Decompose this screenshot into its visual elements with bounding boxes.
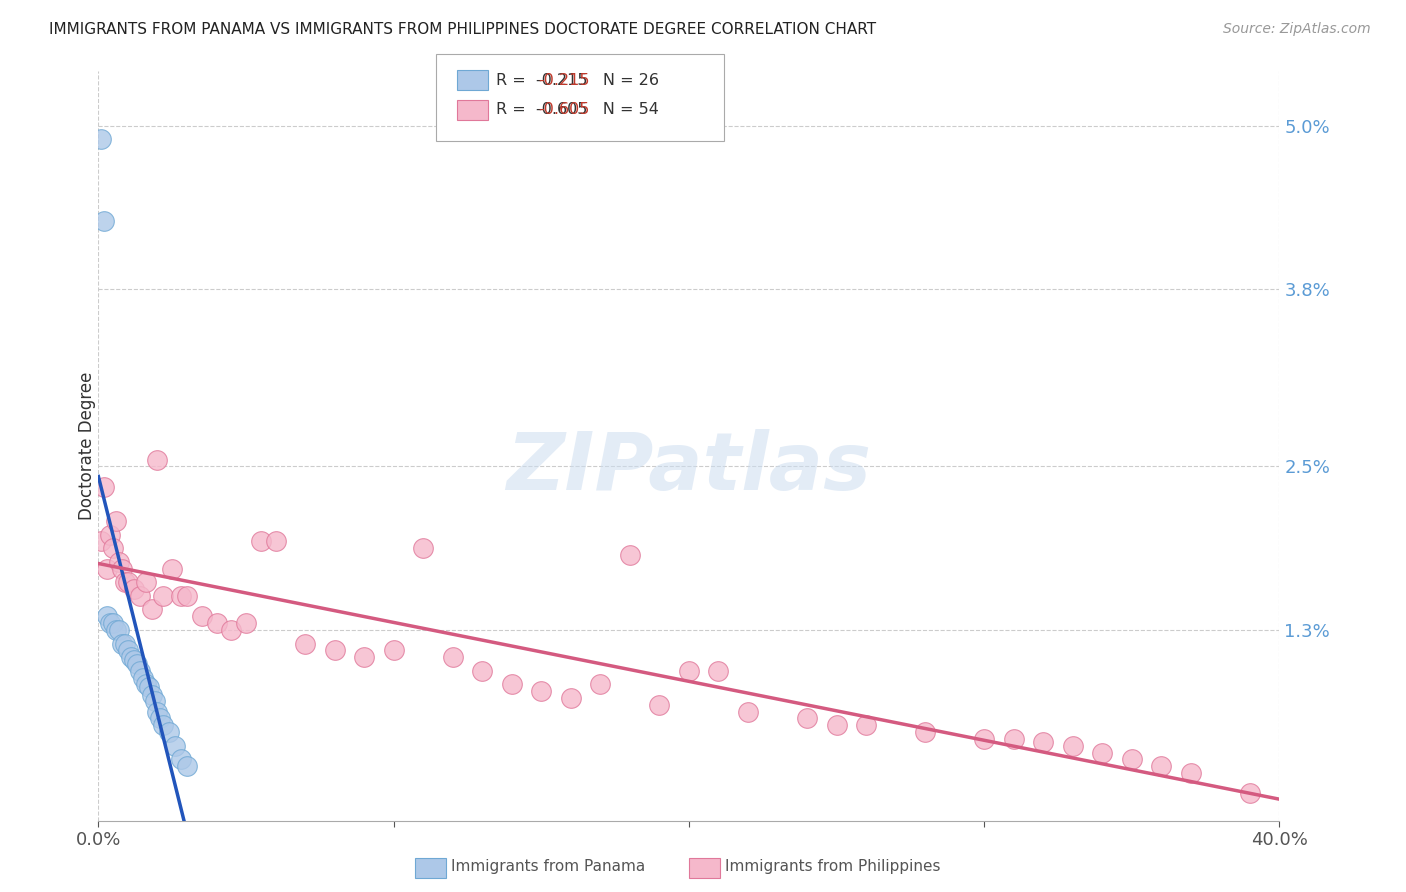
Point <box>170 589 193 603</box>
Point <box>323 643 346 657</box>
Point <box>441 650 464 665</box>
Point <box>128 589 150 603</box>
Text: Source: ZipAtlas.com: Source: ZipAtlas.com <box>1223 22 1371 37</box>
Point <box>176 759 198 773</box>
Point <box>117 643 139 657</box>
Point <box>1091 746 1114 760</box>
Point <box>149 711 172 725</box>
Text: IMMIGRANTS FROM PANAMA VS IMMIGRANTS FROM PHILIPPINES DOCTORATE DEGREE CORRELATI: IMMIGRANTS FROM PANAMA VS IMMIGRANTS FRO… <box>49 22 876 37</box>
Text: R =  -0.215   N = 26: R = -0.215 N = 26 <box>496 73 659 87</box>
Point <box>122 653 145 667</box>
Point <box>176 589 198 603</box>
Point <box>1150 759 1173 773</box>
Point <box>678 664 700 678</box>
Point <box>382 643 405 657</box>
Point <box>471 664 494 678</box>
Point <box>157 725 180 739</box>
Point <box>1239 786 1261 800</box>
Point <box>143 694 166 708</box>
Point <box>114 575 136 590</box>
Point <box>120 650 142 665</box>
Text: ZIPatlas: ZIPatlas <box>506 429 872 508</box>
Point <box>1180 766 1202 780</box>
Point <box>235 616 257 631</box>
Point <box>125 657 148 671</box>
Point <box>1121 752 1143 766</box>
Point <box>825 718 848 732</box>
Point <box>111 636 134 650</box>
Point <box>412 541 434 556</box>
Point <box>93 480 115 494</box>
Point <box>250 534 273 549</box>
Point <box>501 677 523 691</box>
Y-axis label: Doctorate Degree: Doctorate Degree <box>79 372 96 520</box>
Point <box>111 561 134 575</box>
Point <box>707 664 730 678</box>
Point <box>90 132 112 146</box>
Point <box>93 214 115 228</box>
Point <box>165 739 187 753</box>
Point <box>264 534 287 549</box>
Point <box>128 664 150 678</box>
Point <box>103 616 125 631</box>
Point <box>914 725 936 739</box>
Point <box>221 623 243 637</box>
Point <box>146 705 169 719</box>
Point <box>294 636 316 650</box>
Text: Immigrants from Philippines: Immigrants from Philippines <box>725 859 941 873</box>
Point <box>560 691 582 706</box>
Point <box>205 616 228 631</box>
Point <box>135 575 157 590</box>
Point <box>973 731 995 746</box>
Point <box>135 677 157 691</box>
Point <box>589 677 612 691</box>
Point <box>98 616 121 631</box>
Point <box>1002 731 1025 746</box>
Point <box>103 541 125 556</box>
Point <box>105 623 128 637</box>
Point <box>141 688 163 702</box>
Point <box>796 711 818 725</box>
Point <box>96 561 118 575</box>
Point <box>191 609 214 624</box>
Text: R =  -0.605   N = 54: R = -0.605 N = 54 <box>496 103 659 117</box>
Point <box>138 680 160 694</box>
Point <box>152 589 174 603</box>
Point <box>96 609 118 624</box>
Point <box>648 698 671 712</box>
Text: -0.605: -0.605 <box>538 103 591 117</box>
Point <box>1032 734 1054 748</box>
Point <box>1062 739 1084 753</box>
Point <box>170 752 193 766</box>
Point <box>855 718 877 732</box>
Point <box>105 514 128 528</box>
Text: Immigrants from Panama: Immigrants from Panama <box>451 859 645 873</box>
Point <box>114 636 136 650</box>
Point <box>122 582 145 596</box>
Text: -0.215: -0.215 <box>538 73 591 87</box>
Point <box>132 671 155 685</box>
Point <box>141 602 163 616</box>
Point <box>152 718 174 732</box>
Point <box>117 575 139 590</box>
Point <box>98 527 121 541</box>
Point <box>162 561 183 575</box>
Point <box>146 452 169 467</box>
Point <box>108 555 131 569</box>
Point <box>108 623 131 637</box>
Point <box>90 534 112 549</box>
Point <box>353 650 375 665</box>
Point <box>619 548 641 562</box>
Point <box>530 684 553 698</box>
Point <box>737 705 759 719</box>
